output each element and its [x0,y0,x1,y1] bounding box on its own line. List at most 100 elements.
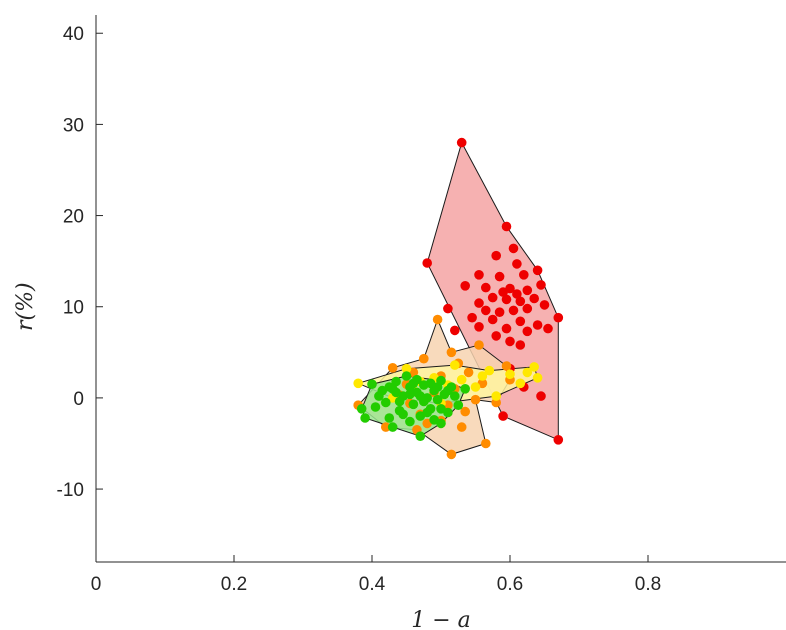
data-point-series-4 [405,416,415,427]
data-point-series-4 [405,389,415,400]
data-point-series-3 [456,374,467,385]
data-point-series-4 [391,376,401,387]
y-tick-label: 30 [63,115,84,136]
data-point-series-4 [432,382,443,392]
data-point-series-1 [536,280,546,290]
data-point-series-2 [456,422,467,432]
data-point-series-1 [487,292,498,303]
data-point-series-1 [536,391,546,401]
data-point-series-4 [432,394,443,405]
data-point-series-1 [450,325,460,336]
data-point-series-3 [505,369,515,380]
data-point-series-3 [484,365,495,376]
data-point-series-1 [494,271,505,282]
data-point-series-1 [519,270,529,280]
data-point-series-4 [422,407,433,418]
data-point-series-4 [401,371,412,381]
data-point-series-1 [553,312,564,323]
data-point-series-3 [522,367,533,378]
data-point-series-1 [491,250,502,261]
data-point-series-4 [436,404,446,414]
x-tick-label: 0.2 [221,574,247,595]
data-point-series-4 [356,404,367,414]
data-point-series-2 [460,406,471,417]
data-point-series-1 [508,305,519,316]
data-point-series-1 [456,137,467,148]
data-point-series-1 [422,258,433,268]
y-tick-label: 20 [63,207,84,228]
data-point-series-4 [398,409,408,420]
data-point-series-2 [481,438,491,449]
y-tick-label: 40 [63,24,84,45]
y-tick-label: 0 [73,389,84,410]
data-point-series-4 [394,396,405,407]
data-point-series-1 [467,312,477,323]
data-point-series-2 [387,363,398,373]
data-point-series-2 [381,422,391,432]
data-point-series-3 [450,360,460,370]
data-point-series-1 [498,411,508,421]
data-point-series-1 [498,287,508,297]
data-point-series-1 [474,322,484,332]
data-point-series-4 [387,422,398,432]
data-point-series-3 [532,373,543,383]
data-point-series-2 [446,449,457,460]
data-point-series-1 [474,298,484,308]
data-point-series-1 [522,285,533,296]
data-point-series-4 [384,382,395,392]
data-point-series-4 [450,391,460,401]
data-point-series-2 [432,314,443,325]
data-point-series-2 [419,353,429,364]
data-point-series-4 [381,397,391,408]
data-points [353,137,564,460]
data-point-series-2 [463,367,474,378]
data-point-series-2 [501,361,512,371]
data-point-series-1 [501,221,512,232]
y-tick-label: 10 [63,298,84,319]
data-point-series-1 [553,435,564,445]
data-point-series-4 [429,415,439,425]
data-point-series-4 [415,391,426,401]
data-point-series-1 [481,282,491,293]
data-point-series-3 [529,362,539,372]
data-point-series-1 [460,281,471,291]
data-point-series-1 [491,331,502,341]
data-point-series-1 [532,320,543,330]
data-point-series-3 [515,378,526,389]
data-point-series-2 [446,347,457,358]
data-point-series-3 [401,363,412,374]
data-point-series-1 [501,323,512,334]
data-point-series-1 [522,326,533,337]
data-point-series-3 [353,378,364,389]
x-tick-label: 0.6 [497,574,523,595]
y-axis-label: r(%) [13,282,38,331]
x-tick-label: 0.8 [635,574,661,595]
data-point-series-4 [408,378,419,389]
data-point-series-4 [391,387,401,398]
x-tick-label: 0.4 [359,574,386,595]
data-point-series-4 [408,399,419,410]
data-point-series-3 [491,391,502,401]
data-point-series-1 [515,296,526,307]
data-point-series-2 [470,394,481,405]
data-point-series-1 [529,293,539,304]
data-point-series-1 [501,294,512,305]
data-point-series-1 [487,314,498,325]
data-point-series-1 [508,243,519,254]
data-point-series-4 [415,431,426,442]
data-point-series-2 [474,340,484,350]
data-point-series-1 [505,336,515,347]
data-point-series-4 [384,413,395,423]
data-point-series-4 [367,379,377,390]
data-point-series-1 [512,289,522,299]
y-tick-label: -10 [57,480,84,501]
data-point-series-1 [543,323,553,334]
data-point-series-1 [481,305,491,316]
axes [95,15,786,563]
data-point-series-4 [360,413,370,423]
data-point-series-1 [515,340,526,350]
data-point-series-3 [477,371,488,381]
data-point-series-1 [474,270,484,280]
x-axis-label: 1 − a [411,608,471,630]
